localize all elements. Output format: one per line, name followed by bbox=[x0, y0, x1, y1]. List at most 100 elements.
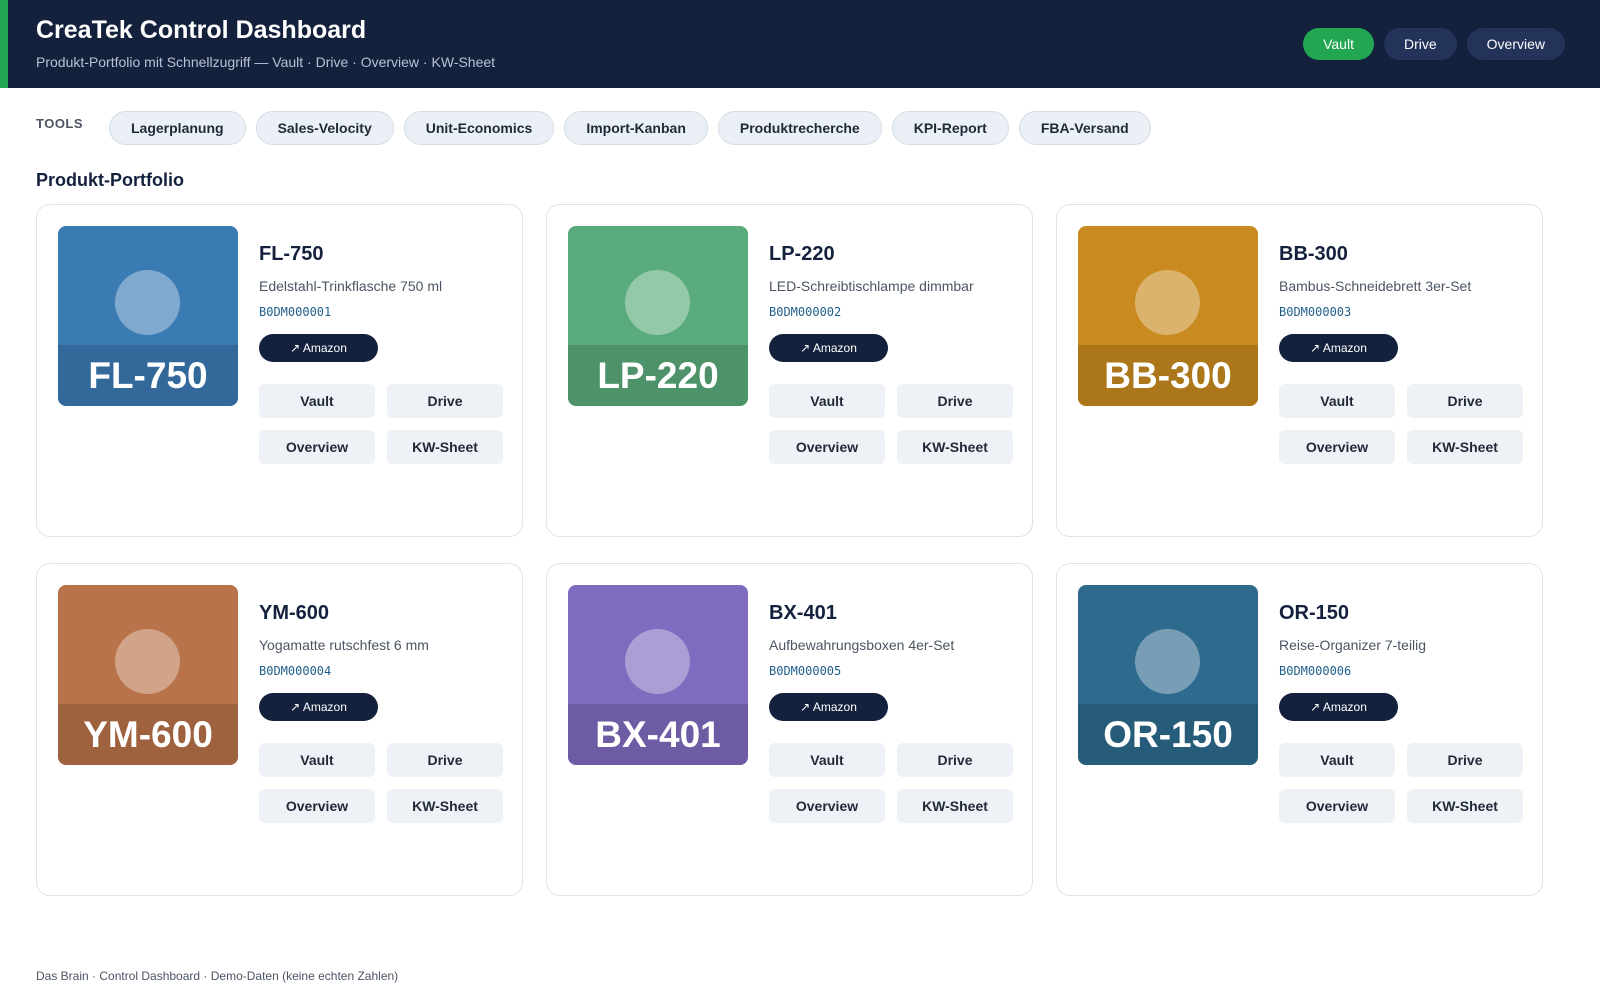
tools-label: TOOLS bbox=[36, 115, 84, 131]
product-info: FL-750 Edelstahl-Trinkflasche 750 ml B0DM0… bbox=[259, 243, 503, 464]
vault-button[interactable]: Vault bbox=[1279, 384, 1395, 418]
product-thumbnail: YM-600 bbox=[58, 585, 238, 765]
product-asin: B0DM000005 bbox=[769, 664, 842, 678]
amazon-link-button[interactable]: ↗ Amazon bbox=[1279, 334, 1398, 362]
overview-button[interactable]: Overview bbox=[1279, 430, 1395, 464]
product-actions: Vault Drive Overview KW-Sheet bbox=[1279, 743, 1523, 823]
product-name: Bambus-Schneidebrett 3er-Set bbox=[1279, 278, 1472, 294]
tool-import-kanban[interactable]: Import-Kanban bbox=[564, 111, 708, 145]
product-card: BB-300 BB-300 Bambus-Schneidebrett 3er-Set… bbox=[1056, 204, 1543, 537]
product-card: BX-401 BX-401 Aufbewahrungsboxen 4er-Set B0… bbox=[546, 563, 1033, 896]
product-card: YM-600 YM-600 Yogamatte rutschfest 6 mm B0D… bbox=[36, 563, 523, 896]
kw-sheet-button[interactable]: KW-Sheet bbox=[897, 430, 1013, 464]
header-drive-button[interactable]: Drive bbox=[1383, 28, 1457, 60]
overview-button[interactable]: Overview bbox=[259, 430, 375, 464]
product-sku: OR-150 bbox=[1279, 602, 1350, 624]
amazon-link-button[interactable]: ↗ Amazon bbox=[769, 693, 888, 721]
vault-button[interactable]: Vault bbox=[769, 384, 885, 418]
product-actions: Vault Drive Overview KW-Sheet bbox=[259, 384, 503, 464]
product-image-placeholder-icon bbox=[625, 629, 690, 694]
product-sku: YM-600 bbox=[259, 602, 330, 624]
tool-produktrecherche[interactable]: Produktrecherche bbox=[717, 111, 882, 145]
product-asin: B0DM000003 bbox=[1279, 305, 1352, 319]
product-sku: BB-300 bbox=[1279, 243, 1348, 265]
product-name: Aufbewahrungsboxen 4er-Set bbox=[769, 637, 955, 653]
product-image-placeholder-icon bbox=[115, 270, 180, 335]
kw-sheet-button[interactable]: KW-Sheet bbox=[1407, 789, 1523, 823]
product-actions: Vault Drive Overview KW-Sheet bbox=[769, 384, 1013, 464]
tool-sales-velocity[interactable]: Sales-Velocity bbox=[255, 111, 394, 145]
product-info: YM-600 Yogamatte rutschfest 6 mm B0DM00000… bbox=[259, 602, 503, 823]
product-sku: LP-220 bbox=[769, 243, 835, 265]
product-thumbnail-band: YM-600 bbox=[58, 704, 238, 765]
amazon-link-button[interactable]: ↗ Amazon bbox=[1279, 693, 1398, 721]
amazon-link-button[interactable]: ↗ Amazon bbox=[259, 693, 378, 721]
tool-fba-versand[interactable]: FBA-Versand bbox=[1018, 111, 1151, 145]
vault-button[interactable]: Vault bbox=[1279, 743, 1395, 777]
product-image-placeholder-icon bbox=[625, 270, 690, 335]
vault-button[interactable]: Vault bbox=[769, 743, 885, 777]
overview-button[interactable]: Overview bbox=[769, 789, 885, 823]
drive-button[interactable]: Drive bbox=[1407, 743, 1523, 777]
product-card: FL-750 FL-750 Edelstahl-Trinkflasche 750 m… bbox=[36, 204, 523, 537]
vault-button[interactable]: Vault bbox=[259, 384, 375, 418]
tool-unit-economics[interactable]: Unit-Economics bbox=[403, 111, 555, 145]
app-header: CreaTek Control Dashboard Produkt-Portfo… bbox=[0, 0, 1600, 88]
product-actions: Vault Drive Overview KW-Sheet bbox=[259, 743, 503, 823]
product-actions: Vault Drive Overview KW-Sheet bbox=[1279, 384, 1523, 464]
drive-button[interactable]: Drive bbox=[1407, 384, 1523, 418]
amazon-link-button[interactable]: ↗ Amazon bbox=[769, 334, 888, 362]
drive-button[interactable]: Drive bbox=[387, 384, 503, 418]
product-image-placeholder-icon bbox=[115, 629, 180, 694]
drive-button[interactable]: Drive bbox=[897, 743, 1013, 777]
product-thumbnail: LP-220 bbox=[568, 226, 748, 406]
tools-bar: TOOLS Lagerplanung Sales-Velocity Unit-E… bbox=[36, 111, 1161, 145]
product-image-placeholder-icon bbox=[1135, 629, 1200, 694]
product-thumbnail: BB-300 bbox=[1078, 226, 1258, 406]
amazon-link-button[interactable]: ↗ Amazon bbox=[259, 334, 378, 362]
drive-button[interactable]: Drive bbox=[897, 384, 1013, 418]
kw-sheet-button[interactable]: KW-Sheet bbox=[1407, 430, 1523, 464]
product-name: Edelstahl-Trinkflasche 750 ml bbox=[259, 278, 443, 294]
overview-button[interactable]: Overview bbox=[769, 430, 885, 464]
header-vault-button[interactable]: Vault bbox=[1303, 28, 1374, 60]
tool-kpi-report[interactable]: KPI-Report bbox=[891, 111, 1009, 145]
product-asin: B0DM000001 bbox=[259, 305, 332, 319]
product-thumbnail-band: OR-150 bbox=[1078, 704, 1258, 765]
header-overview-button[interactable]: Overview bbox=[1466, 28, 1565, 60]
drive-button[interactable]: Drive bbox=[387, 743, 503, 777]
product-asin: B0DM000004 bbox=[259, 664, 332, 678]
product-thumbnail-code: BB-300 bbox=[1104, 354, 1232, 396]
header-nav: Vault Drive Overview bbox=[1303, 28, 1565, 60]
product-image-placeholder-icon bbox=[1135, 270, 1200, 335]
product-sku: BX-401 bbox=[769, 602, 837, 624]
product-actions: Vault Drive Overview KW-Sheet bbox=[769, 743, 1013, 823]
footer-text: Das Brain · Control Dashboard · Demo-Dat… bbox=[36, 969, 399, 983]
page-title: CreaTek Control Dashboard bbox=[36, 16, 367, 44]
product-grid: FL-750 FL-750 Edelstahl-Trinkflasche 750 m… bbox=[36, 204, 1543, 896]
product-thumbnail-code: FL-750 bbox=[88, 354, 208, 396]
kw-sheet-button[interactable]: KW-Sheet bbox=[387, 789, 503, 823]
product-thumbnail-band: FL-750 bbox=[58, 345, 238, 406]
page-subtitle: Produkt-Portfolio mit Schnellzugriff — V… bbox=[36, 54, 496, 70]
product-name: Reise-Organizer 7-teilig bbox=[1279, 637, 1427, 653]
vault-button[interactable]: Vault bbox=[259, 743, 375, 777]
tool-lagerplanung[interactable]: Lagerplanung bbox=[109, 111, 246, 145]
product-info: LP-220 LED-Schreibtischlampe dimmbar B0DM0… bbox=[769, 243, 1013, 464]
product-thumbnail-code: LP-220 bbox=[597, 354, 719, 396]
product-thumbnail: BX-401 bbox=[568, 585, 748, 765]
product-name: Yogamatte rutschfest 6 mm bbox=[259, 637, 429, 653]
product-asin: B0DM000002 bbox=[769, 305, 842, 319]
product-name: LED-Schreibtischlampe dimmbar bbox=[769, 278, 974, 294]
product-thumbnail-band: LP-220 bbox=[568, 345, 748, 406]
product-thumbnail-code: OR-150 bbox=[1103, 713, 1233, 755]
product-thumbnail: OR-150 bbox=[1078, 585, 1258, 765]
product-info: BX-401 Aufbewahrungsboxen 4er-Set B0DM0000… bbox=[769, 602, 1013, 823]
overview-button[interactable]: Overview bbox=[1279, 789, 1395, 823]
kw-sheet-button[interactable]: KW-Sheet bbox=[897, 789, 1013, 823]
overview-button[interactable]: Overview bbox=[259, 789, 375, 823]
product-thumbnail-code: BX-401 bbox=[595, 713, 721, 755]
product-sku: FL-750 bbox=[259, 243, 324, 265]
product-thumbnail: FL-750 bbox=[58, 226, 238, 406]
kw-sheet-button[interactable]: KW-Sheet bbox=[387, 430, 503, 464]
